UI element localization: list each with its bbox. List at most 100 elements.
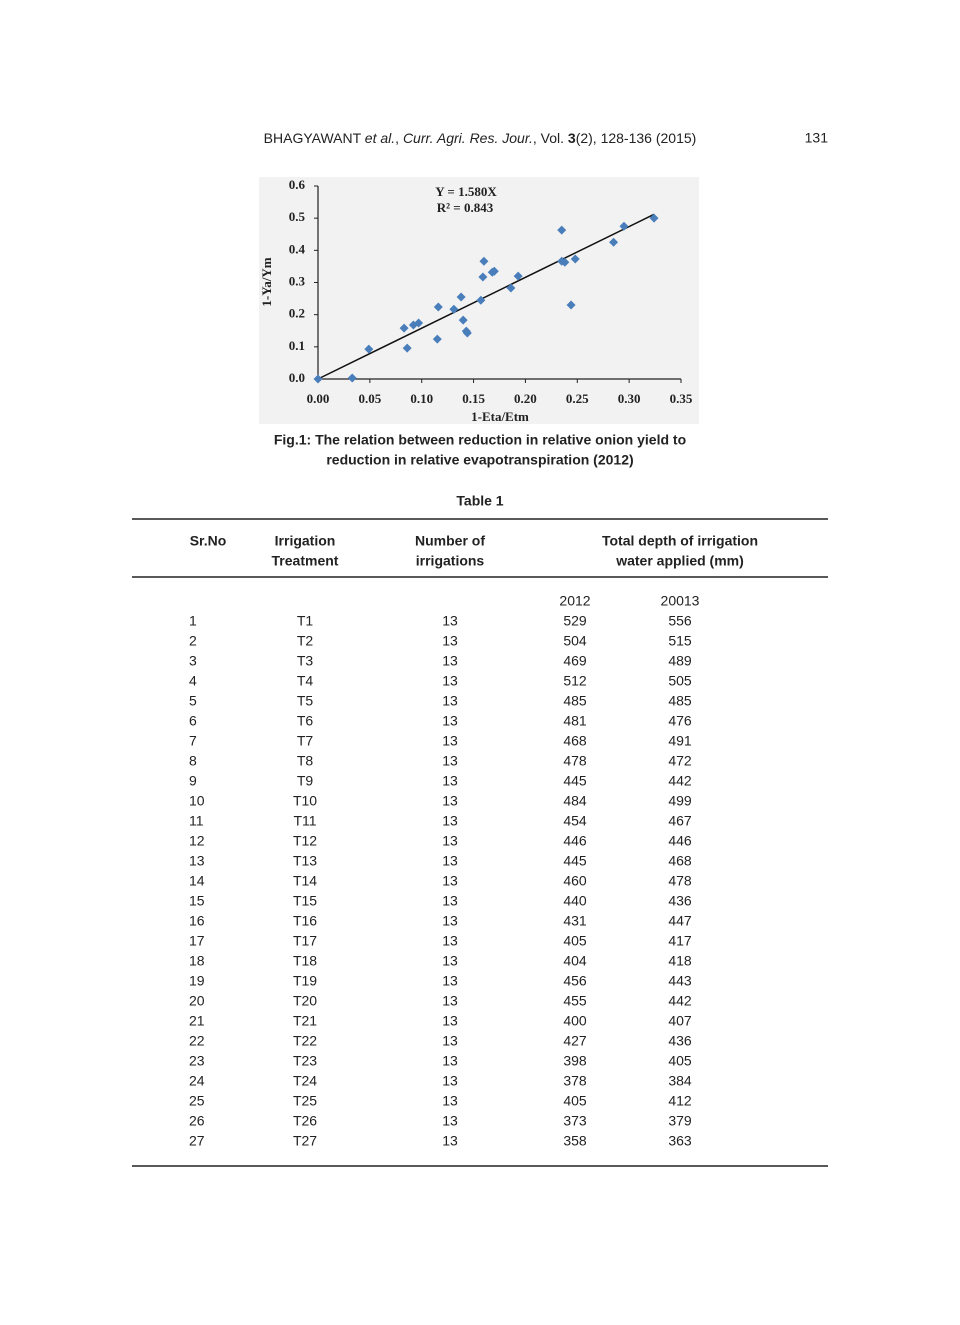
table-cell: 460 [563, 873, 587, 889]
x-tick-label: 0.05 [358, 391, 381, 406]
table-cell: 13 [442, 853, 458, 869]
table-cell: 478 [668, 873, 692, 889]
table-cell: T22 [293, 1033, 317, 1049]
header-part: BHAGYAWANT [264, 130, 365, 146]
table-cell: 13 [442, 1073, 458, 1089]
table-cell: T24 [293, 1073, 317, 1089]
table-cell: 556 [668, 613, 692, 629]
table-cell: 417 [668, 933, 692, 949]
table-cell: T10 [293, 793, 317, 809]
table-cell: 431 [563, 913, 587, 929]
trendline [317, 213, 655, 380]
table-cell: 13 [442, 773, 458, 789]
table-cell: 378 [563, 1073, 587, 1089]
table-cell: 485 [668, 693, 692, 709]
table-cell: 13 [442, 813, 458, 829]
table-cell: 446 [668, 833, 692, 849]
table-cell: 512 [563, 673, 587, 689]
table-cell: 13 [442, 913, 458, 929]
y-tick-label: 0.5 [289, 209, 306, 224]
table-cell: 27 [189, 1133, 205, 1149]
caption: reduction in relative evapotranspiration… [326, 452, 633, 468]
data-point [347, 373, 357, 383]
table-cell: 515 [668, 633, 692, 649]
data-point [462, 328, 472, 338]
table-cell: 468 [668, 853, 692, 869]
table-cell: 436 [668, 1033, 692, 1049]
table-cell: 489 [668, 653, 692, 669]
table-cell: 10 [189, 793, 205, 809]
table-cell: 16 [189, 913, 205, 929]
header-part: (2), 128-136 (2015) [576, 130, 697, 146]
table-cell: 11 [189, 813, 204, 829]
table-cell: 13 [442, 993, 458, 1009]
table-cell: 405 [668, 1053, 692, 1069]
data-point [458, 315, 468, 325]
table-cell: 405 [563, 1093, 587, 1109]
table-cell: T4 [297, 673, 314, 689]
table-cell: 445 [563, 773, 587, 789]
x-tick-label: 0.10 [410, 391, 433, 406]
table-cell: 13 [442, 753, 458, 769]
table-cell: T13 [293, 853, 317, 869]
data-point [560, 257, 570, 267]
table-cell: 17 [189, 933, 205, 949]
table-cell: 447 [668, 913, 692, 929]
year-header: 20013 [661, 593, 700, 609]
x-axis-label: 1-Eta/Etm [471, 409, 529, 424]
y-tick-label: 0.6 [289, 177, 306, 192]
table-cell: 405 [563, 933, 587, 949]
table-cell: T19 [293, 973, 317, 989]
table-cell: 22 [189, 1033, 205, 1049]
table-cell: 12 [189, 833, 205, 849]
table-cell: T1 [297, 613, 314, 629]
data-point [513, 271, 523, 281]
table-cell: 358 [563, 1133, 587, 1149]
table-cell: 442 [668, 993, 692, 1009]
table-cell: 24 [189, 1073, 205, 1089]
table-cell: 13 [442, 1053, 458, 1069]
table-cell: 13 [442, 673, 458, 689]
table-cell: 23 [189, 1053, 205, 1069]
table-cell: 442 [668, 773, 692, 789]
table-cell: 398 [563, 1053, 587, 1069]
y-tick-label: 0.2 [289, 306, 305, 321]
table-cell: 13 [442, 633, 458, 649]
header-part: , Vol. [533, 130, 568, 146]
table-cell: 8 [189, 753, 197, 769]
table-cell: 15 [189, 893, 205, 909]
table-cell: T14 [293, 873, 317, 889]
data-point [432, 334, 442, 344]
data-point [609, 237, 619, 247]
data-point [479, 256, 489, 266]
table-cell: 21 [189, 1013, 205, 1029]
annotation: R² = 0.843 [437, 200, 494, 215]
table-cell: T21 [293, 1013, 317, 1029]
x-tick-label: 0.15 [462, 391, 485, 406]
caption: Fig.1: The relation between reduction in… [274, 432, 686, 448]
table-cell: 379 [668, 1113, 692, 1129]
table-cell: 407 [668, 1013, 692, 1029]
data-point [570, 254, 580, 264]
table-cell: T26 [293, 1113, 317, 1129]
table-cell: T2 [297, 633, 314, 649]
table-cell: 4 [189, 673, 197, 689]
table-cell: 19 [189, 973, 205, 989]
table-cell: 384 [668, 1073, 692, 1089]
table-cell: 499 [668, 793, 692, 809]
table-cell: T18 [293, 953, 317, 969]
running-header: BHAGYAWANT et al., Curr. Agri. Res. Jour… [264, 130, 697, 146]
table-cell: 504 [563, 633, 587, 649]
table-cell: 13 [442, 953, 458, 969]
column-header: water applied (mm) [615, 553, 744, 569]
table-cell: 13 [442, 693, 458, 709]
table-cell: 14 [189, 873, 205, 889]
data-point [414, 318, 424, 328]
table-cell: 404 [563, 953, 587, 969]
table-cell: 13 [442, 1133, 458, 1149]
table-cell: 484 [563, 793, 587, 809]
table-cell: 20 [189, 993, 205, 1009]
x-tick-label: 0.25 [566, 391, 589, 406]
